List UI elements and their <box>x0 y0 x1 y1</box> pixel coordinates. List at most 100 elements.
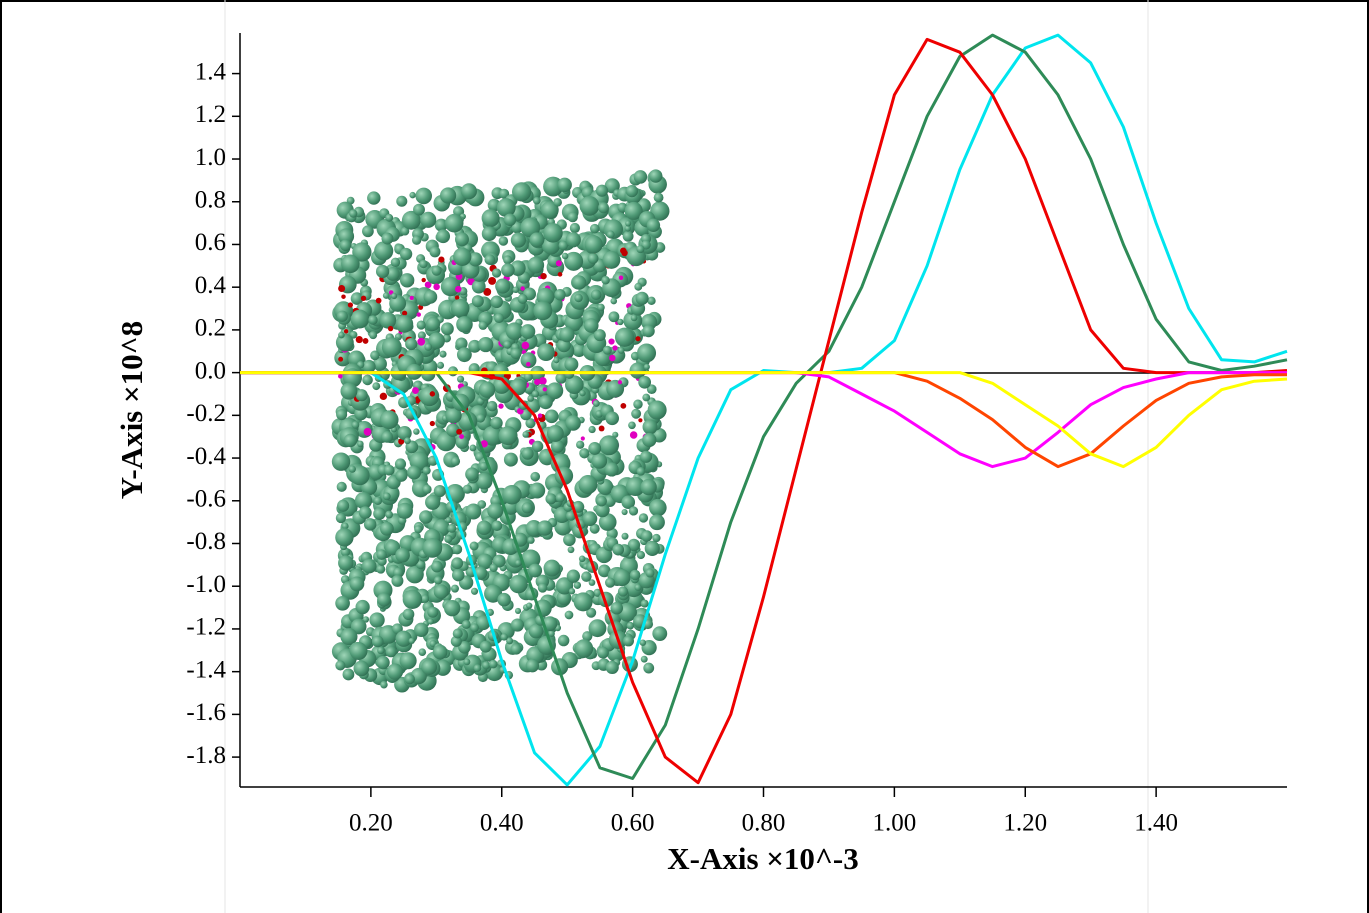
particle <box>621 508 628 516</box>
particle <box>503 452 518 467</box>
particle <box>640 478 657 496</box>
particle <box>381 337 402 358</box>
series-line <box>240 371 1288 469</box>
particle <box>622 230 634 242</box>
particle <box>381 430 394 443</box>
particle <box>446 423 460 437</box>
particle <box>454 232 469 247</box>
particle <box>487 502 504 519</box>
particle <box>550 439 565 453</box>
particle <box>553 198 562 207</box>
particle <box>602 250 621 269</box>
particle <box>432 644 448 660</box>
speck <box>521 341 530 350</box>
particle <box>529 232 545 248</box>
particle <box>383 464 395 476</box>
y-tick-label: -0.8 <box>186 528 226 555</box>
particle <box>565 510 576 521</box>
particle <box>604 462 619 477</box>
particle <box>400 226 410 236</box>
particle <box>569 222 580 234</box>
particle <box>624 225 632 232</box>
particle <box>423 290 438 304</box>
speck <box>360 295 367 301</box>
particle <box>652 533 661 543</box>
particle <box>372 382 381 391</box>
particle <box>548 630 555 637</box>
particle <box>637 343 657 363</box>
particle <box>536 287 555 306</box>
particle <box>633 399 643 409</box>
particle <box>636 245 645 254</box>
particle <box>610 601 624 615</box>
particle <box>533 301 553 321</box>
particle <box>588 442 602 455</box>
particle <box>557 177 572 193</box>
particle <box>587 253 599 264</box>
particle <box>452 568 465 582</box>
particle <box>395 315 414 333</box>
speck <box>347 302 354 308</box>
particle <box>456 347 472 363</box>
particle <box>463 658 471 666</box>
particle <box>597 303 605 312</box>
particle <box>408 637 415 644</box>
particle <box>455 435 469 449</box>
particle <box>363 518 377 531</box>
particle <box>565 232 581 248</box>
particle <box>537 343 555 362</box>
particle <box>509 574 528 594</box>
particle <box>530 471 541 482</box>
particle <box>511 182 532 202</box>
particle <box>564 610 574 620</box>
particle <box>440 276 461 297</box>
particle <box>376 564 386 574</box>
particle <box>503 340 512 349</box>
speck <box>429 391 436 397</box>
speck <box>433 283 440 291</box>
speck <box>417 337 426 346</box>
particle <box>544 409 559 424</box>
speck <box>412 387 419 394</box>
particle <box>647 400 667 420</box>
particle <box>488 659 498 669</box>
particle <box>399 247 413 261</box>
particle <box>499 188 510 199</box>
particle <box>411 235 422 245</box>
particle <box>494 313 504 324</box>
particle <box>391 574 404 587</box>
particle <box>625 476 646 497</box>
particle <box>453 247 472 266</box>
particle <box>537 583 548 593</box>
y-axis-title: Y-Axis ×10^8 <box>114 321 149 499</box>
particle <box>456 316 473 333</box>
particle <box>537 520 553 536</box>
particle <box>358 506 372 519</box>
particle <box>525 520 543 537</box>
speck <box>608 338 615 345</box>
particle <box>379 312 397 329</box>
speck <box>537 413 543 418</box>
particle <box>342 668 355 681</box>
particle <box>582 631 593 642</box>
particle <box>631 408 642 419</box>
particle <box>478 321 488 330</box>
particle <box>422 538 443 558</box>
particle <box>520 217 541 238</box>
particle <box>566 569 581 583</box>
particle <box>578 475 598 495</box>
particle <box>352 242 372 262</box>
particle <box>477 553 493 570</box>
particle <box>445 407 462 424</box>
particle <box>574 639 594 658</box>
speck <box>341 294 346 299</box>
particle <box>612 431 619 438</box>
particle <box>640 655 648 663</box>
particle <box>445 517 452 524</box>
particle <box>450 584 459 593</box>
particle <box>377 592 391 607</box>
particle <box>498 236 509 246</box>
particle <box>420 211 437 228</box>
particle <box>624 201 643 220</box>
particle <box>626 621 635 630</box>
